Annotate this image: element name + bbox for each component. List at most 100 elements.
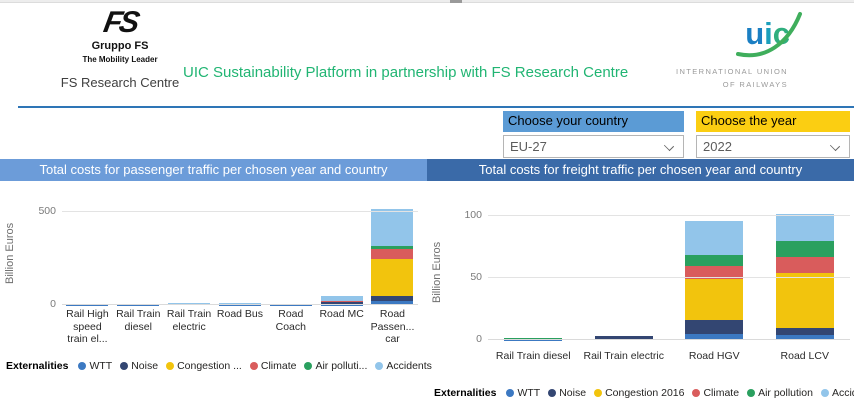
legend-dot-icon: [78, 362, 87, 370]
freight-chart-title: Total costs for freight traffic per chos…: [427, 159, 854, 181]
legend-dot-icon: [747, 389, 756, 397]
x-axis-label: Rail Train electric: [166, 308, 212, 333]
uic-swoosh-icon: [736, 12, 802, 58]
bar-segment-noise[interactable]: [320, 301, 363, 305]
stacked-bar-road-lcv[interactable]: [775, 213, 834, 340]
fs-logo-icon: FS: [101, 6, 140, 39]
legend-item-wtt[interactable]: WTT: [506, 387, 540, 399]
legend-dot-icon: [692, 389, 701, 397]
uic-caption-line2: OF RAILWAYS: [722, 79, 788, 89]
legend-item-congestion-2016[interactable]: Congestion 2016: [594, 387, 684, 399]
legend-label: Noise: [131, 360, 159, 372]
chevron-down-icon[interactable]: [663, 140, 675, 152]
y-axis-ticks: 0 500: [22, 201, 62, 310]
bar-segment-air-pollution[interactable]: [504, 338, 563, 339]
legend-item-congestion-2016[interactable]: Congestion ...: [166, 360, 242, 372]
stacked-bar-road-passen-car[interactable]: [371, 209, 414, 305]
uic-letter-u: u: [745, 16, 765, 51]
bar-column: [265, 201, 316, 305]
uic-letter-i: i: [764, 16, 773, 51]
bar-row: [62, 201, 418, 305]
bar-segment-air-pollution[interactable]: [371, 245, 414, 249]
stacked-bar-road-hgv[interactable]: [685, 221, 744, 340]
legend-item-noise[interactable]: Noise: [548, 387, 586, 399]
x-axis-label: Rail High speed train el...: [66, 308, 109, 346]
bar-segment-climate[interactable]: [371, 248, 414, 259]
legend-item-noise[interactable]: Noise: [120, 360, 158, 372]
bar-segment-accidents[interactable]: [320, 296, 363, 302]
country-dropdown[interactable]: EU-27: [503, 135, 684, 158]
page-title: UIC Sustainability Platform in partnersh…: [183, 64, 629, 81]
x-axis-label: Road Coach: [275, 308, 306, 333]
y-axis-label: Billion Euros: [4, 222, 16, 284]
legend-item-climate[interactable]: Climate: [692, 387, 739, 399]
legend-items: WTT Noise Congestion ... Climate Air polluti…: [78, 360, 439, 372]
fs-brand-text: Gruppo FS: [91, 40, 149, 52]
bar-row: [488, 204, 850, 340]
bar-column: [164, 201, 215, 305]
y-tick-label: 50: [470, 271, 482, 284]
bar-segment-congestion-2016[interactable]: [775, 273, 834, 328]
legend-dot-icon: [375, 362, 384, 370]
country-filter-label: Choose your country: [503, 111, 684, 132]
legend-dot-icon: [249, 362, 258, 370]
bar-segment-climate[interactable]: [775, 257, 834, 274]
resize-handle[interactable]: [450, 0, 462, 3]
bar-column: [579, 204, 670, 340]
bar-column: [316, 201, 367, 305]
legend-item-climate[interactable]: Climate: [249, 360, 296, 372]
legend-label: Congestion 2016: [605, 387, 685, 399]
year-dropdown[interactable]: 2022: [696, 135, 850, 158]
legend-dot-icon: [594, 389, 603, 397]
bar-segment-climate[interactable]: [685, 265, 744, 280]
bar-segment-accidents[interactable]: [168, 303, 211, 304]
legend-item-accidents[interactable]: Accidents: [820, 387, 854, 399]
bar-segment-congestion-2016[interactable]: [685, 279, 744, 321]
x-axis-label: Road Bus: [216, 308, 264, 320]
x-axis-labels: Rail High speed train el... Rail Train di…: [62, 308, 418, 346]
x-axis-label: Rail Train electric: [583, 350, 665, 362]
legend-title: Externalities: [6, 360, 69, 372]
gridline: [488, 339, 850, 340]
bar-segment-accidents[interactable]: [775, 213, 834, 242]
legend-item-air-pollution[interactable]: Air pollution: [747, 387, 813, 399]
bar-segment-wtt[interactable]: [775, 335, 834, 340]
bar-column: [488, 204, 579, 340]
bar-segment-noise[interactable]: [594, 336, 653, 339]
bar-segment-noise[interactable]: [371, 296, 414, 302]
bar-segment-noise[interactable]: [775, 327, 834, 336]
window-top-strip: [0, 0, 854, 3]
bar-segment-accidents[interactable]: [685, 221, 744, 255]
legend-item-accidents[interactable]: Accidents: [375, 360, 432, 372]
bar-segment-wtt[interactable]: [685, 333, 744, 340]
year-filter-label: Choose the year: [696, 111, 850, 132]
x-axis-label: Rail Train diesel: [116, 308, 161, 333]
fs-research-centre-text: FS Research Centre: [60, 75, 180, 90]
bar-segment-wtt[interactable]: [371, 301, 414, 305]
legend-dot-icon: [548, 389, 557, 397]
uic-letter-c: c: [772, 16, 790, 51]
bar-segment-air-pollution[interactable]: [685, 254, 744, 266]
gridline: [62, 211, 418, 213]
bar-column: [760, 204, 851, 340]
legend-item-wtt[interactable]: WTT: [78, 360, 112, 372]
bar-column: [62, 201, 113, 305]
gridline: [488, 215, 850, 217]
legend-dot-icon: [166, 362, 175, 370]
legend-label: Noise: [559, 387, 587, 399]
bar-segment-congestion-2016[interactable]: [371, 258, 414, 297]
bar-segment-accidents[interactable]: [371, 209, 414, 246]
bar-segment-air-pollution[interactable]: [775, 241, 834, 258]
fs-tagline-text: The Mobility Leader: [82, 55, 158, 64]
y-tick-label: 0: [476, 333, 482, 345]
bar-column: [215, 201, 266, 305]
plot-area: [488, 204, 850, 340]
bar-column: [367, 201, 418, 305]
legend-title: Externalities: [434, 387, 497, 399]
bar-segment-noise[interactable]: [685, 320, 744, 334]
legend-item-air-pollution[interactable]: Air polluti...: [304, 360, 367, 372]
y-tick-label: 0: [50, 298, 56, 310]
chevron-down-icon[interactable]: [829, 140, 841, 152]
legend-label: Air pollution: [758, 387, 813, 399]
